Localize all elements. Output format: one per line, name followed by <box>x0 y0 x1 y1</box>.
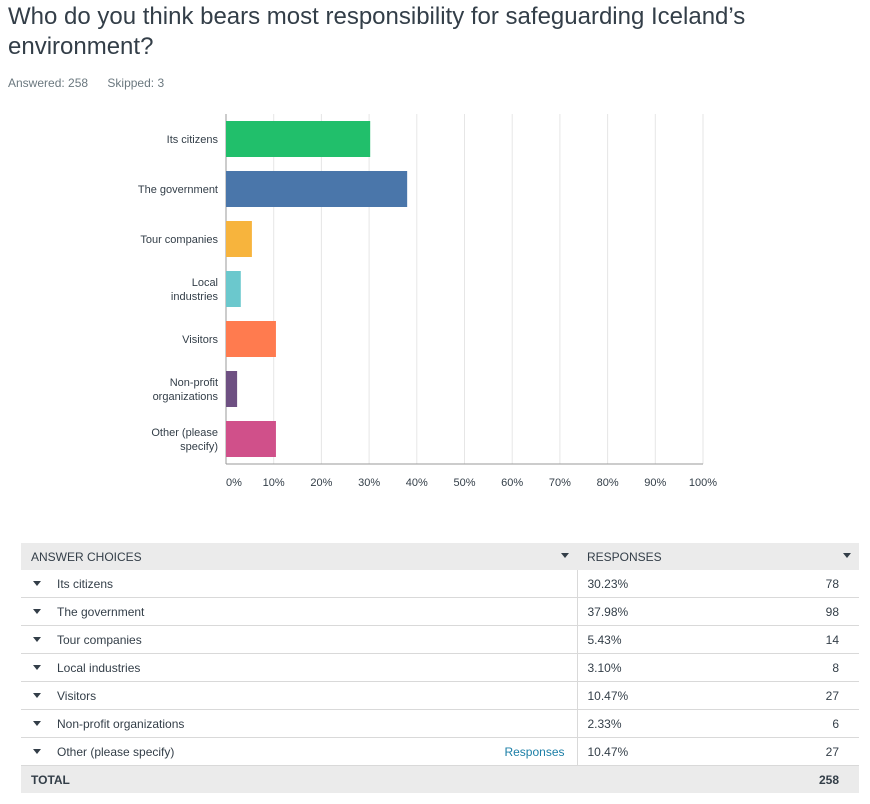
bar[interactable] <box>226 271 241 307</box>
choice-label: Its citizens <box>57 576 114 591</box>
choice-count: 27 <box>727 737 859 766</box>
expand-caret-icon[interactable] <box>33 608 41 614</box>
x-tick-label: 0% <box>226 477 242 489</box>
choice-count: 6 <box>727 709 859 738</box>
question-title: Who do you think bears most responsibili… <box>8 3 746 60</box>
category-label: organizations <box>153 391 219 403</box>
bar-chart: 0% 10% 20% 30% 40% 50% 60% 70% 80% 90% 100% Its cit… <box>138 114 717 489</box>
category-label: Visitors <box>182 334 218 346</box>
x-tick-label: 70% <box>549 477 571 489</box>
expand-caret-icon[interactable] <box>33 636 41 642</box>
responses-link[interactable]: Responses <box>504 745 565 759</box>
bar[interactable] <box>226 421 276 457</box>
choice-percent: 37.98% <box>576 597 728 626</box>
choice-label: Visitors <box>57 688 97 703</box>
response-stats: Answered: 258 Skipped: 3 <box>8 76 180 90</box>
table-row: Other (please specify) Responses 10.47% 2… <box>21 737 859 766</box>
choice-label: Non-profit organizations <box>57 716 185 731</box>
category-label: Non-profit <box>170 377 218 389</box>
category-label: Local <box>192 277 218 289</box>
expand-caret-icon[interactable] <box>33 692 41 698</box>
x-tick-label: 30% <box>358 477 380 489</box>
expand-caret-icon[interactable] <box>33 580 41 586</box>
total-row: TOTAL 258 <box>21 765 859 793</box>
category-label: The government <box>138 184 218 196</box>
answered-count: Answered: 258 <box>8 76 89 90</box>
total-count: 258 <box>727 765 859 793</box>
table-row: Visitors 10.47% 27 <box>21 681 859 710</box>
choice-percent: 5.43% <box>576 625 728 654</box>
table-row: The government 37.98% 98 <box>21 597 859 626</box>
choice-percent: 10.47% <box>576 681 728 710</box>
choice-count: 14 <box>727 625 859 654</box>
choice-count: 27 <box>727 681 859 710</box>
table-row: Non-profit organizations 2.33% 6 <box>21 709 859 738</box>
x-tick-label: 80% <box>597 477 619 489</box>
bar[interactable] <box>226 371 238 407</box>
x-tick-label: 10% <box>263 477 285 489</box>
x-tick-label: 20% <box>310 477 332 489</box>
sort-caret-icon[interactable] <box>561 553 569 558</box>
x-tick-label: 90% <box>644 477 666 489</box>
x-tick-label: 60% <box>501 477 523 489</box>
choice-label: The government <box>57 604 145 619</box>
bar[interactable] <box>226 221 252 257</box>
category-label: Its citizens <box>167 134 219 146</box>
responses-header[interactable]: RESPONSES <box>577 543 859 570</box>
choice-count: 8 <box>727 653 859 682</box>
choice-label: Tour companies <box>57 632 142 647</box>
expand-caret-icon[interactable] <box>33 720 41 726</box>
answer-choices-header-label: ANSWER CHOICES <box>31 549 142 564</box>
answer-choices-header[interactable]: ANSWER CHOICES <box>21 543 577 570</box>
responses-table: ANSWER CHOICES RESPONSES Its citizens 30… <box>21 543 859 793</box>
category-label: Other (please <box>151 427 218 439</box>
expand-caret-icon[interactable] <box>33 664 41 670</box>
table-row: Its citizens 30.23% 78 <box>21 570 859 598</box>
category-label: Tour companies <box>140 234 218 246</box>
total-label: TOTAL <box>21 765 577 793</box>
choice-label: Other (please specify) <box>57 744 175 759</box>
category-label: specify) <box>180 441 218 453</box>
x-tick-label: 100% <box>689 477 717 489</box>
skipped-count: Skipped: 3 <box>107 76 165 90</box>
bar[interactable] <box>226 121 371 157</box>
expand-caret-icon[interactable] <box>33 748 41 754</box>
x-tick-label: 50% <box>453 477 475 489</box>
bar[interactable] <box>226 321 276 357</box>
category-label: industries <box>171 291 219 303</box>
table-row: Local industries 3.10% 8 <box>21 653 859 682</box>
sort-caret-icon[interactable] <box>843 553 851 558</box>
choice-percent: 3.10% <box>576 653 728 682</box>
choice-percent: 30.23% <box>576 570 728 598</box>
responses-header-label: RESPONSES <box>587 549 662 564</box>
choice-count: 78 <box>727 570 859 598</box>
bar[interactable] <box>226 171 408 207</box>
table-row: Tour companies 5.43% 14 <box>21 625 859 654</box>
choice-label: Local industries <box>57 660 141 675</box>
choice-percent: 2.33% <box>576 709 728 738</box>
choice-percent: 10.47% <box>576 737 728 766</box>
x-tick-label: 40% <box>406 477 428 489</box>
choice-count: 98 <box>727 597 859 626</box>
